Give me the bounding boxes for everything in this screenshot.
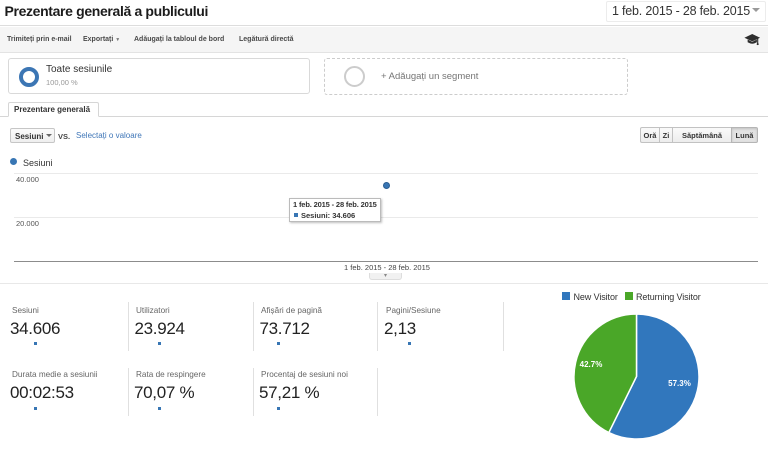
svg-text:57.3%: 57.3% [668,379,691,388]
svg-text:42.7%: 42.7% [579,359,602,368]
